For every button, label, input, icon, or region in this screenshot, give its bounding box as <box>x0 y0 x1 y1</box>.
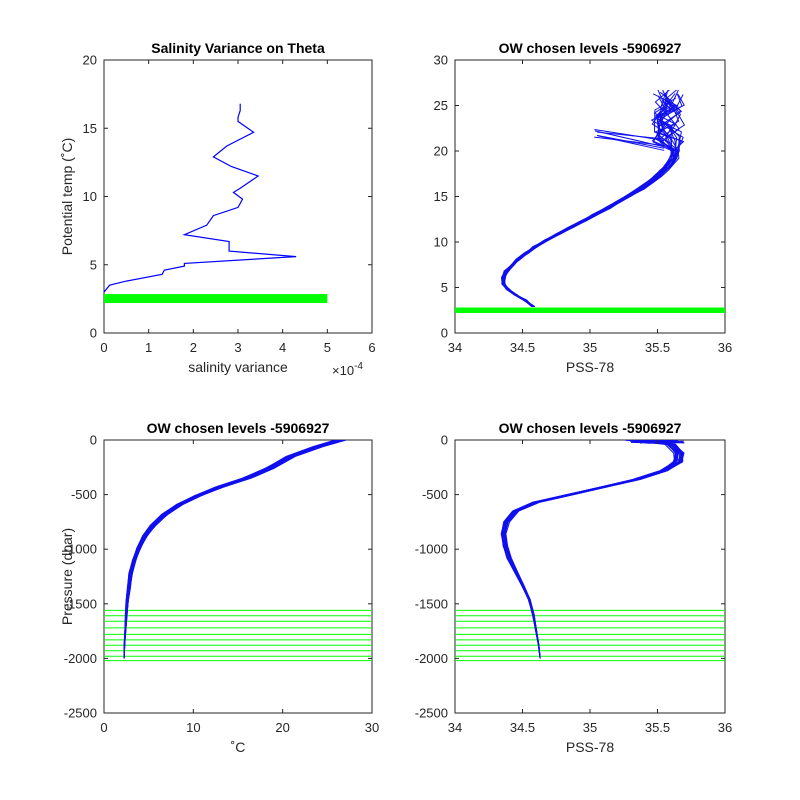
profile-line <box>597 135 665 151</box>
highlight-band <box>455 307 725 313</box>
subplot-1: 0 1 2 3 4 5 6 0 5 10 15 20 Salinity Variance on Thet… <box>59 40 376 378</box>
y-tick-label: 5 <box>90 257 97 272</box>
y-tick-label: 15 <box>434 189 448 204</box>
plot-area <box>104 440 372 662</box>
profile-line <box>596 134 665 149</box>
y-tick-label: -500 <box>71 487 97 502</box>
y-tick-label: 10 <box>434 235 448 250</box>
subplot-title: OW chosen levels -5906927 <box>499 420 682 436</box>
x-tick-label: 2 <box>190 340 197 355</box>
y-tick-label: -1500 <box>64 596 97 611</box>
x-axis-label: PSS-78 <box>566 739 614 755</box>
subplot-2: 34 34.5 35 35.5 36 0 5 10 15 20 25 30 OW chosen leve… <box>434 40 733 375</box>
x-tick-label: 35.5 <box>645 340 670 355</box>
profile-line <box>500 440 678 659</box>
y-tick-label: 0 <box>441 433 448 448</box>
x-tick-label: 3 <box>234 340 241 355</box>
y-tick-label: -2500 <box>415 706 448 721</box>
profile-line <box>504 440 682 659</box>
subplot-3: 0 10 20 30 -2500 -2000 -1500 -1000 -500 0 OW chose… <box>59 420 379 755</box>
x-tick-label: 34.5 <box>510 340 535 355</box>
y-axis-label: Pressure (dbar) <box>59 528 75 625</box>
y-tick-label: -1000 <box>415 542 448 557</box>
y-tick-label: -500 <box>422 487 448 502</box>
x-tick-label: 5 <box>324 340 331 355</box>
y-tick-label: 10 <box>83 189 97 204</box>
x-tick-label: 1 <box>145 340 152 355</box>
y-tick-label: -2000 <box>415 651 448 666</box>
profile-line <box>123 440 345 659</box>
y-tick-label: 0 <box>90 326 97 341</box>
y-tick-label: 0 <box>90 433 97 448</box>
y-tick-label: 15 <box>83 121 97 136</box>
y-axis-label: Potential temp (˚C) <box>59 138 75 255</box>
profile-line <box>503 89 684 307</box>
y-tick-label: 5 <box>441 280 448 295</box>
x-tick-label: 36 <box>718 340 732 355</box>
x-axis-label: ˚C <box>231 739 246 755</box>
y-tick-label: -1000 <box>64 542 97 557</box>
x-exponent-label: ×10-4 <box>332 361 363 378</box>
subplot-title: OW chosen levels -5906927 <box>499 40 682 56</box>
x-tick-label: 34 <box>448 340 462 355</box>
x-tick-label: 10 <box>186 720 200 735</box>
x-tick-label: 36 <box>718 720 732 735</box>
profile-line <box>594 129 665 141</box>
plot-frame <box>103 439 373 714</box>
y-tick-label: -2500 <box>64 706 97 721</box>
subplot-4: 34 34.5 35 35.5 36 -2500 -2000 -1500 -1000 -500 0 O… <box>415 420 732 755</box>
y-tick-label: 30 <box>434 53 448 68</box>
highlight-band <box>104 294 328 303</box>
plot-area <box>104 103 328 303</box>
profile-line <box>123 440 339 659</box>
profile-line <box>501 94 684 308</box>
x-axis-label: salinity variance <box>188 359 288 375</box>
x-tick-label: 30 <box>365 720 379 735</box>
x-tick-label: 6 <box>368 340 375 355</box>
x-tick-label: 34.5 <box>510 720 535 735</box>
y-tick-label: 25 <box>434 98 448 113</box>
x-tick-label: 35 <box>583 720 597 735</box>
x-tick-label: 35.5 <box>645 720 670 735</box>
plot-frame <box>454 439 726 714</box>
subplot-title: Salinity Variance on Theta <box>151 40 325 56</box>
x-tick-label: 0 <box>100 720 107 735</box>
variance-line <box>104 103 297 293</box>
subplot-title: OW chosen levels -5906927 <box>147 420 330 436</box>
y-tick-label: -1500 <box>415 596 448 611</box>
x-tick-label: 4 <box>279 340 286 355</box>
x-tick-label: 35 <box>583 340 597 355</box>
profile-line <box>123 440 336 659</box>
x-tick-label: 34 <box>448 720 462 735</box>
plot-area <box>455 89 725 313</box>
y-tick-label: -2000 <box>64 651 97 666</box>
x-tick-label: 0 <box>100 340 107 355</box>
y-tick-label: 0 <box>441 326 448 341</box>
y-tick-label: 20 <box>434 144 448 159</box>
x-tick-label: 20 <box>275 720 289 735</box>
x-axis-label: PSS-78 <box>566 359 614 375</box>
profile-line <box>594 130 665 148</box>
y-tick-label: 20 <box>83 53 97 68</box>
plot-frame <box>454 59 726 334</box>
plot-area <box>455 440 725 662</box>
